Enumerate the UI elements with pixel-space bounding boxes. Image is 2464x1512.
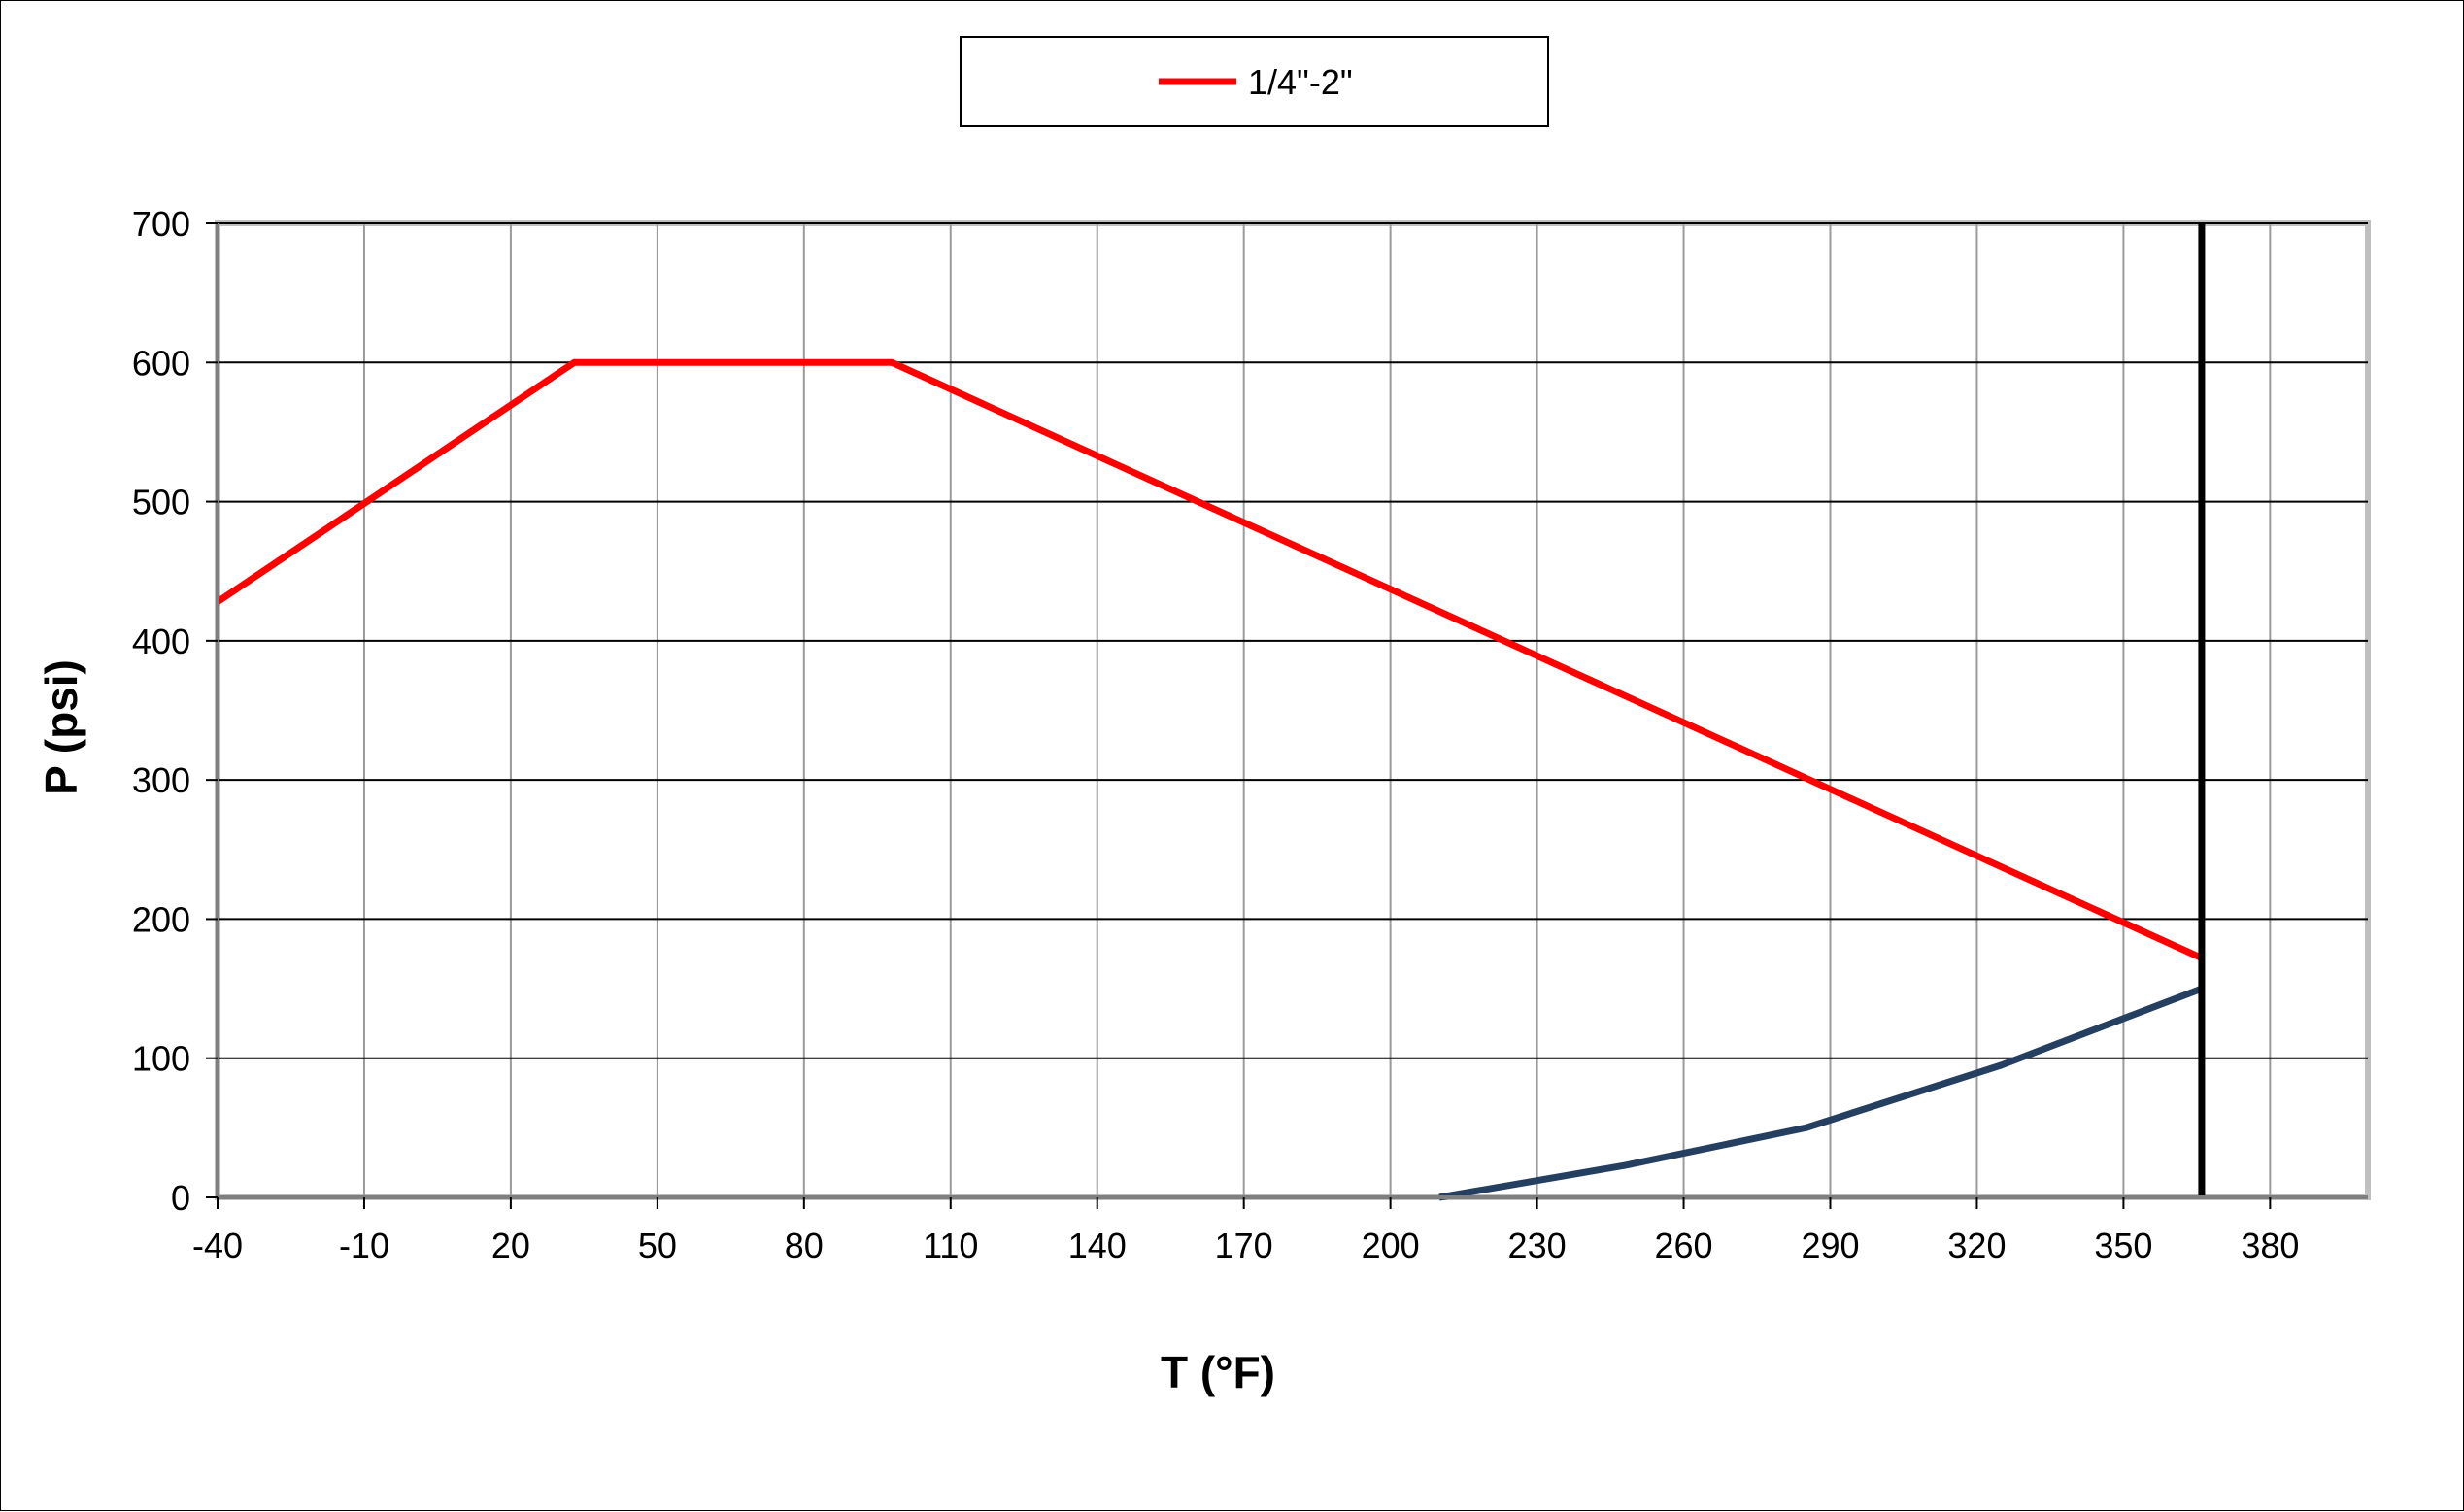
legend-box [960,36,1549,127]
x-tick-label: 50 [638,1226,677,1265]
x-tick-label: 260 [1655,1226,1713,1265]
series-layer [216,223,2206,1201]
y-tick-label: 700 [132,204,190,244]
y-tick-label: 0 [171,1178,190,1218]
x-tick-label: 320 [1947,1226,2006,1265]
y-tick-label: 400 [132,622,190,661]
x-tick-label: 80 [785,1226,824,1265]
y-tick-label: 500 [132,483,190,522]
legend: 1/4"-2" [960,36,1549,127]
x-tick-label: 230 [1508,1226,1567,1265]
y-tick-label: 100 [132,1039,190,1079]
x-tick-label: 110 [923,1226,978,1265]
x-tick-label: 350 [2094,1226,2152,1265]
series-line-2 [1438,985,2204,1201]
legend-label: 1/4"-2" [1248,62,1353,102]
x-tick-label: -10 [339,1226,389,1265]
x-tick-label: 20 [491,1226,530,1265]
series-line-1 [216,358,2204,961]
tick-labels: -40 -10 20 50 80 110 140 170 200 230 260 290 320 350 3… [132,204,2299,1265]
x-tick-label: 200 [1362,1226,1420,1265]
y-axis-title: P (psi) [36,659,86,795]
plot-border [215,220,2371,1200]
axes [216,223,2368,1199]
y-tick-label: 600 [132,343,190,383]
x-tick-label: 290 [1801,1226,1859,1265]
x-tick-label: 140 [1068,1226,1127,1265]
y-tick-label: 300 [132,760,190,800]
x-tick-label: -40 [192,1226,243,1265]
x-tick-label: 170 [1215,1226,1273,1265]
y-tick-label: 200 [132,899,190,939]
plot-area [215,220,2371,1200]
x-axis-title: T (°F) [1161,1347,1275,1397]
x-tick-label: 380 [2241,1226,2299,1265]
